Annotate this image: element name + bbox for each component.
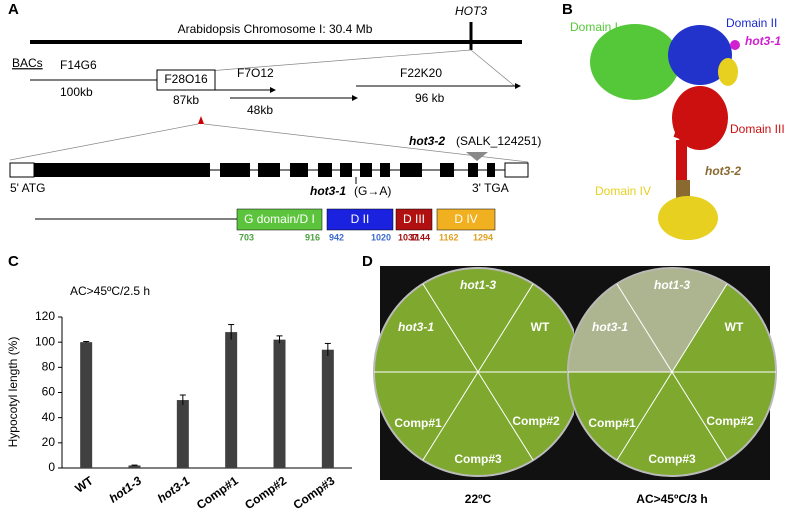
domain-start: 1037 <box>398 232 418 242</box>
zoom <box>195 49 472 73</box>
bac-box <box>156 69 216 91</box>
x-tick-label: Comp#2 <box>242 473 289 512</box>
arrow <box>270 87 276 93</box>
arrow <box>352 95 358 101</box>
stop-label: 3' TGA <box>472 181 509 195</box>
x-tick-label: Comp#3 <box>291 473 338 512</box>
plate-label: hot3-1 <box>398 320 434 334</box>
bac: F7O12 <box>237 66 274 80</box>
panel-letter: B <box>562 1 573 18</box>
bar <box>80 342 93 468</box>
domain-box <box>395 208 433 231</box>
domain-start: 703 <box>239 232 254 242</box>
domain-box <box>436 208 496 231</box>
y-tick-label: 80 <box>42 360 56 374</box>
domain-start: 1162 <box>439 232 459 242</box>
zoom <box>470 49 518 89</box>
gene-model <box>9 152 529 184</box>
allele-note: (G→A) <box>354 184 391 198</box>
domain-label: Domain III <box>730 122 785 136</box>
domain-label: Domain I <box>570 20 618 34</box>
plate-label: hot3-1 <box>592 320 628 334</box>
domain-label: D II <box>351 212 370 226</box>
domain-end: 1144 <box>410 232 430 242</box>
plate-label: hot1-3 <box>654 278 690 292</box>
sector-line <box>422 283 534 461</box>
panel-letter: D <box>362 253 373 270</box>
y-tick-label: 100 <box>35 334 55 348</box>
panel-letter: A <box>8 1 19 18</box>
allele-note: (SALK_124251) <box>456 134 541 148</box>
y-tick-label: 120 <box>35 309 55 323</box>
panel-letter: C <box>8 253 19 270</box>
domain-end: 916 <box>305 232 320 242</box>
x-tick-label: hot3-1 <box>155 473 193 505</box>
y-tick-label: 40 <box>42 410 56 424</box>
bac: F14G6 <box>60 58 97 72</box>
x-tick-label: Comp#1 <box>194 473 241 512</box>
domain-end: 1020 <box>371 232 391 242</box>
bac-size: 100kb <box>60 85 93 99</box>
bar <box>321 349 334 468</box>
domain-start: 942 <box>329 232 344 242</box>
plate-label: WT <box>531 320 550 334</box>
dead-seedlings <box>568 268 727 372</box>
bac: F28O16 <box>164 72 208 86</box>
domain-box <box>326 208 394 231</box>
zoom <box>9 123 199 161</box>
bar <box>128 465 141 468</box>
y-tick-label: 0 <box>48 460 55 474</box>
domain-label: Domain II <box>726 16 777 30</box>
bac: F22K20 <box>400 66 442 80</box>
plate-label: Comp#3 <box>648 452 696 466</box>
plate-label: Comp#2 <box>512 414 560 428</box>
plate-label: Comp#1 <box>394 416 442 430</box>
locus-marker <box>198 116 204 124</box>
protein-structure <box>590 24 740 240</box>
bar <box>176 400 189 468</box>
y-tick-label: 20 <box>42 435 56 449</box>
plate-label: Comp#3 <box>454 452 502 466</box>
bacs-label: BACs <box>12 56 43 70</box>
chromosome-label: Arabidopsis Chromosome I: 30.4 Mb <box>178 22 373 36</box>
domain-label: D IV <box>454 212 477 226</box>
domain-box <box>236 208 323 231</box>
allele-label: hot3-2 <box>705 164 741 178</box>
domain-end: 1294 <box>473 232 493 242</box>
x-tick-label: hot1-3 <box>107 473 145 505</box>
arrow <box>515 83 521 89</box>
y-tick-label: 60 <box>42 385 56 399</box>
bar <box>225 332 238 468</box>
allele-label: hot3-1 <box>310 184 346 198</box>
plate-label: Comp#2 <box>706 414 754 428</box>
bar <box>273 339 286 468</box>
gene-label: HOT3 <box>455 4 487 18</box>
domain-label: G domain/D I <box>244 212 315 226</box>
domain-label: Domain IV <box>595 184 651 198</box>
bac-size: 48kb <box>247 103 273 117</box>
plate-label: WT <box>725 320 744 334</box>
start-label: 5' ATG <box>10 181 45 195</box>
condition-label: AC>45ºC/3 h <box>636 492 707 506</box>
sector-line <box>616 283 728 461</box>
domain-label: D III <box>403 212 425 226</box>
allele-label: hot3-1 <box>745 34 781 48</box>
annotation: AC>45ºC/2.5 h <box>70 284 150 298</box>
plate-label: hot1-3 <box>460 278 496 292</box>
allele-label: hot3-2 <box>409 134 445 148</box>
x-tick-label: WT <box>72 473 96 496</box>
y-axis-label: Hypocotyl length (%) <box>6 337 20 448</box>
condition-label: 22ºC <box>465 492 492 506</box>
bac-size: 96 kb <box>415 91 445 105</box>
plate-label: Comp#1 <box>588 416 636 430</box>
bac-size: 87kb <box>173 93 199 107</box>
